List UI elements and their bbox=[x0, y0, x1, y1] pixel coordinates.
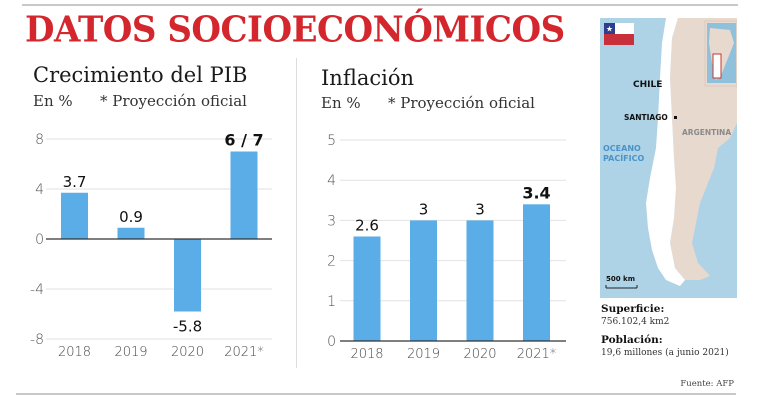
chile-flag-icon: ★ bbox=[604, 23, 634, 45]
x-tick-label: 2020 bbox=[171, 345, 204, 360]
south-america-inset bbox=[704, 20, 737, 87]
area-value: 756.102,4 km2 bbox=[601, 317, 670, 327]
gdp-chart-title: Crecimiento del PIB bbox=[33, 63, 248, 87]
bar-2019 bbox=[410, 220, 437, 341]
population-value: 19,6 millones (a junio 2021) bbox=[601, 348, 729, 358]
inflation-projection-note: * Proyección oficial bbox=[388, 94, 535, 112]
gdp-unit-label: En % bbox=[33, 92, 73, 110]
x-tick-label: 2019 bbox=[407, 347, 440, 362]
data-label: 2.6 bbox=[355, 216, 379, 234]
map-shapes: ★ bbox=[604, 18, 737, 289]
y-tick-label: 4 bbox=[35, 182, 44, 198]
bar-2018 bbox=[61, 192, 88, 239]
map-label-santiago: SANTIAGO bbox=[624, 113, 668, 122]
svg-text:★: ★ bbox=[606, 25, 613, 34]
bottom-rule bbox=[16, 393, 736, 395]
top-rule bbox=[22, 4, 738, 6]
data-label: 3 bbox=[419, 200, 429, 218]
map-label-ocean-line2: PACÍFICO bbox=[603, 154, 645, 163]
y-tick-label: 3 bbox=[327, 213, 336, 229]
x-tick-label: 2020 bbox=[463, 347, 496, 362]
y-tick-label: 0 bbox=[35, 232, 44, 248]
x-tick-label: 2018 bbox=[350, 347, 383, 362]
source-credit: Fuente: AFP bbox=[680, 379, 734, 389]
gdp-chart: 8 4 0 -4 -8 3.7 2018 0.9 2019 -5.8 2020 6 / 7 2021* bbox=[30, 131, 272, 360]
area-label: Superficie: bbox=[601, 303, 665, 315]
y-tick-label: 4 bbox=[327, 173, 336, 189]
x-tick-label: 2018 bbox=[58, 345, 91, 360]
gdp-projection-note: * Proyección oficial bbox=[100, 92, 247, 110]
data-label: 6 / 7 bbox=[224, 131, 263, 150]
y-tick-label: 2 bbox=[327, 254, 336, 270]
data-label: 3.4 bbox=[522, 183, 550, 202]
bar-2021 bbox=[230, 151, 258, 239]
y-tick-label: 8 bbox=[35, 132, 44, 148]
santiago-marker-icon bbox=[674, 116, 677, 119]
inflation-unit-label: En % bbox=[321, 94, 361, 112]
bar-2020 bbox=[466, 220, 494, 341]
chile-landmass bbox=[646, 18, 685, 286]
inflation-chart-title: Inflación bbox=[321, 66, 414, 90]
y-tick-label: -8 bbox=[30, 332, 44, 348]
bar-2018 bbox=[353, 236, 381, 341]
population-label: Población: bbox=[601, 334, 663, 346]
data-label: 0.9 bbox=[119, 208, 143, 226]
bar-2021 bbox=[523, 204, 550, 341]
y-tick-label: -4 bbox=[30, 282, 44, 298]
inset-highlight-frame bbox=[712, 53, 722, 79]
data-label: -5.8 bbox=[173, 318, 202, 336]
y-tick-label: 0 bbox=[327, 334, 336, 350]
y-tick-label: 5 bbox=[327, 133, 336, 149]
map-label-argentina: ARGENTINA bbox=[682, 128, 732, 137]
map-scale-label: 500 km bbox=[606, 275, 635, 283]
map-label-chile: CHILE bbox=[633, 80, 663, 90]
x-tick-label: 2019 bbox=[114, 345, 147, 360]
y-tick-label: 1 bbox=[327, 294, 336, 310]
scale-bar bbox=[605, 285, 638, 289]
bar-2020 bbox=[174, 239, 201, 312]
bar-2019 bbox=[117, 227, 145, 239]
chile-map: ★ CHILE SANTIAGO ARGENTINA OCEANO PACÍFI… bbox=[600, 18, 737, 298]
x-tick-label: 2021* bbox=[224, 345, 264, 360]
infographic-title: DATOS SOCIOECONÓMICOS bbox=[25, 9, 565, 51]
data-label: 3.7 bbox=[63, 173, 87, 191]
chart-divider bbox=[296, 58, 297, 368]
map-label-ocean-line1: OCEANO bbox=[603, 144, 641, 153]
x-tick-label: 2021* bbox=[517, 347, 557, 362]
data-label: 3 bbox=[475, 200, 485, 218]
